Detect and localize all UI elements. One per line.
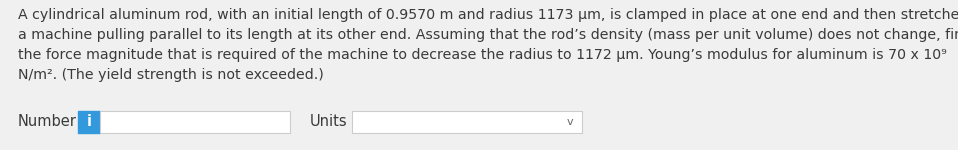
FancyBboxPatch shape xyxy=(352,111,582,133)
Text: A cylindrical aluminum rod, with an initial length of 0.9570 m and radius 1173 μ: A cylindrical aluminum rod, with an init… xyxy=(18,8,958,22)
Text: i: i xyxy=(86,114,92,129)
FancyBboxPatch shape xyxy=(100,111,290,133)
FancyBboxPatch shape xyxy=(78,111,100,133)
Text: the force magnitude that is required of the machine to decrease the radius to 11: the force magnitude that is required of … xyxy=(18,48,947,62)
Text: N/m². (The yield strength is not exceeded.): N/m². (The yield strength is not exceede… xyxy=(18,68,324,82)
Text: v: v xyxy=(567,117,573,127)
Text: a machine pulling parallel to its length at its other end. Assuming that the rod: a machine pulling parallel to its length… xyxy=(18,28,958,42)
Text: Number: Number xyxy=(18,114,77,129)
Text: Units: Units xyxy=(310,114,348,129)
